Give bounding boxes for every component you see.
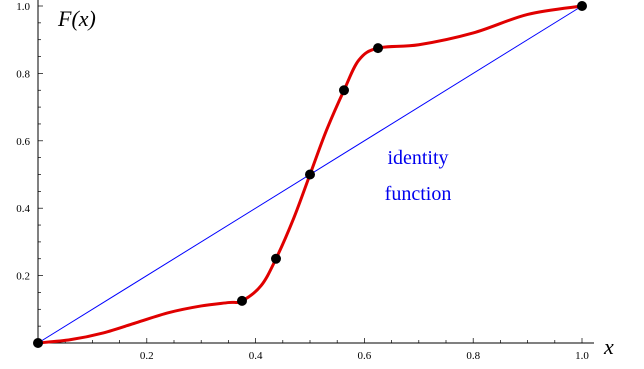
data-point: [339, 85, 349, 96]
data-point: [237, 295, 247, 306]
data-point: [33, 338, 43, 348]
x-tick-label: 0.4: [249, 350, 263, 362]
x-axis-label: x: [603, 334, 614, 359]
y-tick-label: 0.2: [16, 271, 30, 283]
marked-points: [33, 1, 587, 348]
data-point: [373, 43, 383, 54]
y-tick-label: 0.4: [16, 203, 30, 215]
data-point: [577, 1, 587, 11]
x-tick-label: 0.6: [358, 350, 372, 362]
y-tick-label: 0.8: [16, 68, 30, 80]
annotation-line-1: identity: [387, 147, 448, 169]
data-point: [271, 253, 281, 264]
distribution-curve: [37, 4, 583, 345]
x-tick-label: 1.0: [575, 350, 589, 362]
axes: 0.2 0.4 0.6 0.8 1.0 0.2 0.4 0.6 0.8 1.0: [16, 0, 594, 362]
annotation-line-2: function: [385, 183, 452, 205]
x-tick-label: 0.2: [140, 350, 154, 362]
y-axis-label: F(x): [57, 6, 96, 31]
x-tick-label: 0.8: [466, 350, 480, 362]
data-point: [305, 169, 315, 180]
y-tick-label: 0.6: [16, 136, 30, 148]
y-tick-label: 1.0: [16, 1, 30, 13]
